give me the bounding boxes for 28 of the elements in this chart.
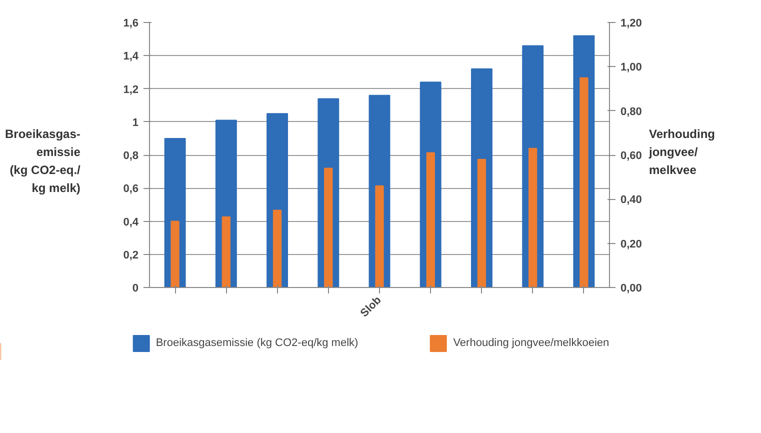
bar [375, 185, 384, 288]
y-tick-label: 0,8 [123, 150, 139, 162]
y-tick-label: 1,2 [123, 84, 139, 96]
y2-tick-label: 0,40 [620, 194, 642, 206]
y2-tick-label: 0,20 [620, 238, 642, 250]
y2-tick-label: 0,60 [620, 150, 642, 162]
y-axis-title: Broeikasgas- emissie (kg CO2-eq./ kg melk) [5, 126, 80, 197]
y-tick-label: 0,6 [123, 183, 139, 196]
y2-tick-label: 0,00 [620, 282, 642, 294]
y2-tick-label: 1,20 [620, 18, 642, 30]
bar [528, 148, 538, 288]
bar [222, 216, 230, 288]
legend-label: Broeikasgasemissie (kg CO2-eq/kg melk) [156, 337, 358, 349]
legend-label: Verhouding jongvee/melkkoeien [453, 337, 610, 349]
y2-tick-label: 0,80 [620, 106, 642, 118]
y2-tick-label: 1,00 [620, 62, 642, 74]
y-tick-label: 0,4 [123, 216, 140, 228]
y-tick-label: 1 [132, 116, 139, 129]
y-tick-label: 1,6 [123, 18, 139, 30]
bar [426, 152, 435, 288]
y-tick-label: 0,2 [123, 249, 139, 262]
y-tick-label: 1,4 [123, 50, 140, 63]
bar [272, 210, 282, 288]
y2-axis-title: Verhouding jongvee/ melkvee [649, 126, 715, 179]
bar [477, 158, 486, 288]
bar [324, 168, 333, 288]
y-tick-label: 0 [132, 282, 139, 294]
bar [170, 220, 180, 288]
